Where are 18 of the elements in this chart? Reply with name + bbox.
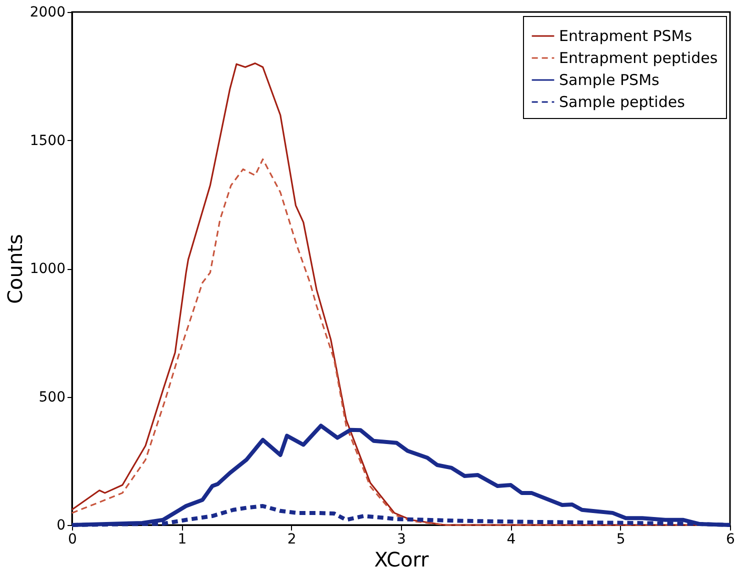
x-tick-label: 3 bbox=[397, 532, 406, 548]
x-tick-label: 0 bbox=[68, 532, 77, 548]
legend-label: Sample peptides bbox=[559, 93, 686, 111]
x-tick-label: 1 bbox=[178, 532, 187, 548]
y-tick-label: 1000 bbox=[30, 261, 66, 277]
x-tick-label: 2 bbox=[287, 532, 296, 548]
y-tick-label: 1500 bbox=[30, 132, 66, 149]
y-tick-label: 2000 bbox=[30, 4, 66, 20]
legend-label: Sample PSMs bbox=[559, 71, 660, 89]
x-tick-label: 5 bbox=[616, 532, 626, 548]
legend-label: Entrapment peptides bbox=[559, 49, 718, 67]
x-tick-label: 6 bbox=[726, 532, 736, 548]
x-tick-label: 4 bbox=[506, 532, 516, 548]
x-axis-title: XCorr bbox=[374, 548, 430, 572]
y-axis-title: Counts bbox=[2, 234, 27, 304]
y-tick-label: 0 bbox=[56, 518, 66, 534]
y-tick-label: 500 bbox=[38, 389, 66, 406]
legend-label: Entrapment PSMs bbox=[559, 27, 692, 45]
